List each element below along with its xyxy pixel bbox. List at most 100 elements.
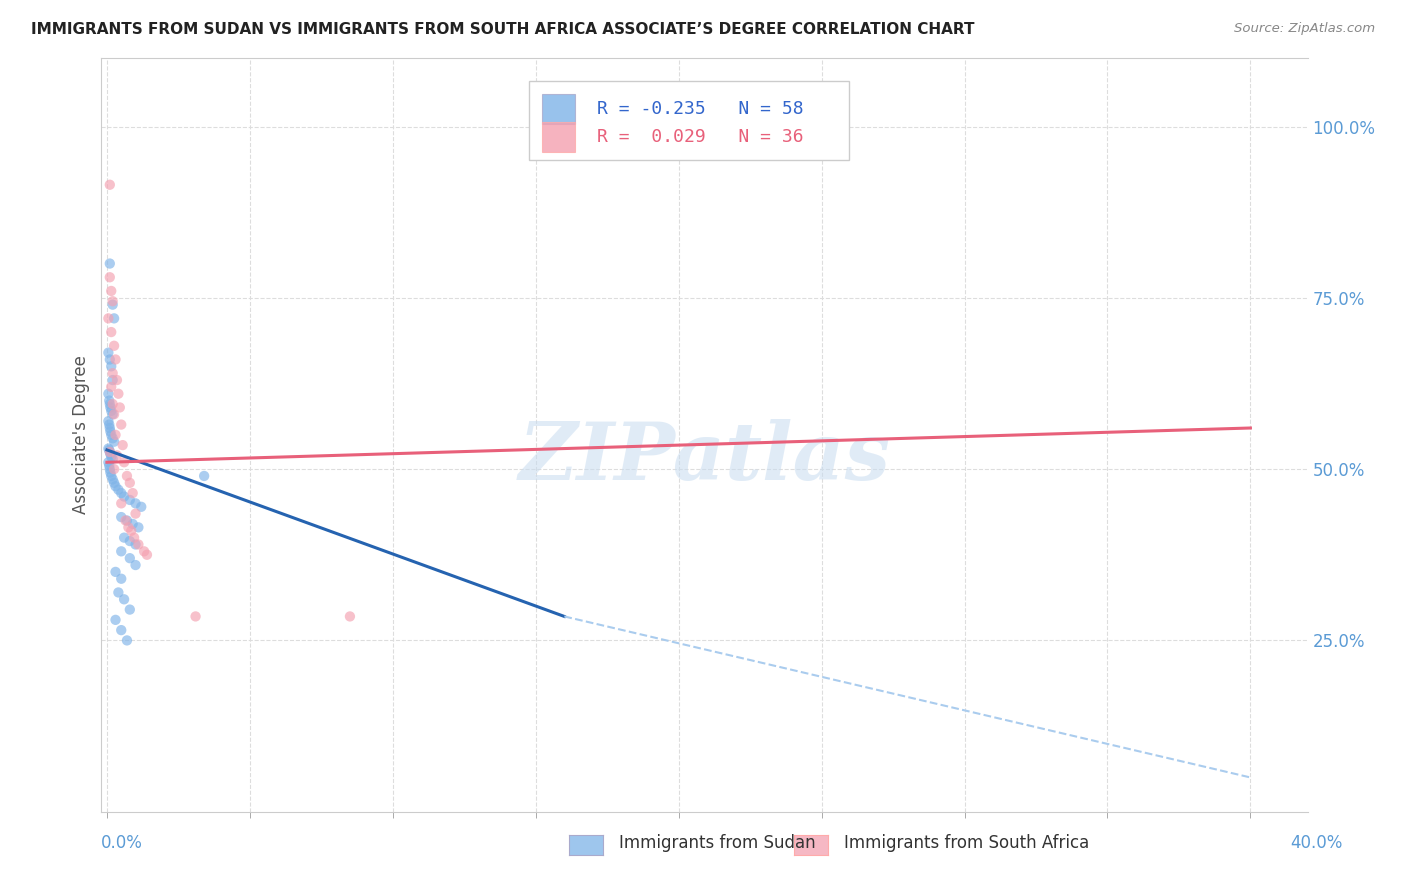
Point: [115, 633, 138, 648]
Point: [118, 492, 141, 507]
Point: [110, 544, 132, 558]
Point: [98, 270, 121, 285]
Point: [115, 514, 138, 528]
Point: [100, 284, 122, 298]
Point: [100, 359, 122, 374]
Point: [104, 352, 127, 367]
Point: [101, 472, 124, 486]
Point: [100, 469, 122, 483]
Point: [112, 531, 135, 545]
Point: [101, 397, 124, 411]
Text: R = -0.235   N = 58: R = -0.235 N = 58: [598, 100, 804, 119]
Point: [184, 609, 207, 624]
Point: [110, 572, 132, 586]
Point: [118, 534, 141, 549]
Point: [101, 451, 124, 466]
Point: [120, 524, 142, 538]
Point: [100, 380, 122, 394]
Point: [98, 397, 121, 411]
Point: [339, 609, 361, 624]
Point: [127, 537, 149, 551]
Point: [98, 352, 121, 367]
Point: [118, 602, 141, 616]
Point: [97, 311, 120, 326]
FancyBboxPatch shape: [541, 122, 575, 153]
Point: [193, 469, 215, 483]
Point: [98, 256, 121, 270]
Point: [107, 386, 129, 401]
Point: [103, 462, 125, 476]
Point: [101, 373, 124, 387]
Point: [100, 425, 122, 439]
Point: [103, 407, 125, 421]
FancyBboxPatch shape: [530, 80, 849, 160]
Point: [97, 455, 120, 469]
Point: [104, 479, 127, 493]
Point: [100, 404, 122, 418]
Text: ZIPatlas: ZIPatlas: [519, 418, 890, 496]
Point: [124, 537, 146, 551]
Point: [103, 434, 125, 449]
Point: [110, 623, 132, 637]
Point: [114, 514, 136, 528]
Point: [127, 520, 149, 534]
Point: [103, 475, 125, 490]
Point: [129, 500, 152, 514]
Point: [121, 486, 143, 500]
Point: [108, 401, 131, 415]
Point: [105, 373, 128, 387]
Point: [104, 427, 127, 442]
Point: [98, 445, 121, 459]
Point: [112, 490, 135, 504]
Point: [136, 548, 159, 562]
Text: 40.0%: 40.0%: [1291, 834, 1343, 852]
Point: [101, 298, 124, 312]
Point: [110, 496, 132, 510]
Point: [101, 294, 124, 309]
Point: [105, 449, 128, 463]
Point: [104, 565, 127, 579]
Point: [101, 431, 124, 445]
Point: [121, 516, 143, 531]
Point: [118, 475, 141, 490]
Point: [124, 558, 146, 572]
Y-axis label: Associate's Degree: Associate's Degree: [72, 355, 90, 515]
Point: [98, 393, 121, 408]
Point: [101, 407, 124, 421]
Point: [115, 469, 138, 483]
Point: [103, 311, 125, 326]
Point: [98, 417, 121, 432]
Text: IMMIGRANTS FROM SUDAN VS IMMIGRANTS FROM SOUTH AFRICA ASSOCIATE’S DEGREE CORRELA: IMMIGRANTS FROM SUDAN VS IMMIGRANTS FROM…: [31, 22, 974, 37]
Point: [112, 592, 135, 607]
Point: [110, 486, 132, 500]
Point: [107, 483, 129, 497]
Point: [100, 450, 122, 464]
Point: [97, 345, 120, 359]
Point: [98, 462, 121, 476]
Point: [117, 520, 139, 534]
Text: Source: ZipAtlas.com: Source: ZipAtlas.com: [1234, 22, 1375, 36]
Point: [124, 507, 146, 521]
Point: [100, 401, 122, 415]
Point: [98, 178, 121, 192]
Text: 0.0%: 0.0%: [101, 834, 143, 852]
Point: [111, 438, 134, 452]
Point: [118, 551, 141, 566]
Point: [132, 544, 155, 558]
Point: [98, 458, 121, 473]
Point: [103, 339, 125, 353]
Point: [98, 445, 121, 459]
Point: [100, 325, 122, 339]
Point: [101, 366, 124, 380]
Point: [122, 531, 145, 545]
Point: [124, 496, 146, 510]
Text: R =  0.029   N = 36: R = 0.029 N = 36: [598, 128, 804, 146]
Point: [112, 455, 135, 469]
Point: [100, 427, 122, 442]
Point: [100, 466, 122, 480]
Point: [104, 613, 127, 627]
Point: [98, 442, 121, 457]
Text: Immigrants from South Africa: Immigrants from South Africa: [844, 834, 1088, 852]
Point: [110, 417, 132, 432]
Text: Immigrants from Sudan: Immigrants from Sudan: [619, 834, 815, 852]
